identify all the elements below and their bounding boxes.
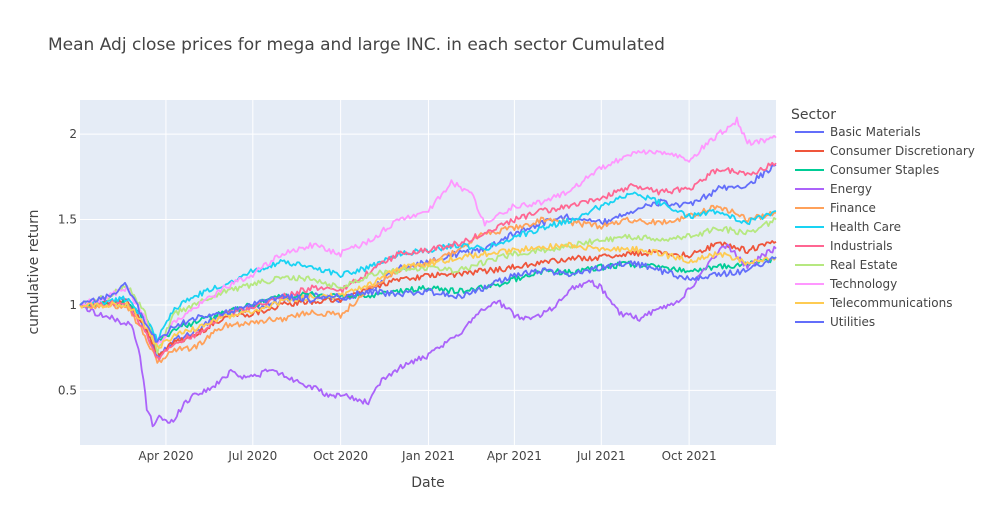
y-tick-label: 2 xyxy=(69,127,77,141)
legend-title: Sector xyxy=(791,107,836,123)
y-tick-label: 0.5 xyxy=(58,383,77,397)
x-axis-title: Date xyxy=(411,475,444,491)
series-line xyxy=(79,161,777,361)
legend-label[interactable]: Consumer Discretionary xyxy=(830,144,975,158)
chart-title: Mean Adj close prices for mega and large… xyxy=(48,35,665,55)
legend-label[interactable]: Technology xyxy=(829,277,897,291)
series-line xyxy=(79,241,777,349)
x-tick-label: Apr 2021 xyxy=(487,449,542,463)
x-tick-label: Jul 2021 xyxy=(576,449,626,463)
y-tick-label: 1 xyxy=(69,298,77,312)
series-line xyxy=(79,240,777,356)
legend-label[interactable]: Real Estate xyxy=(830,258,898,272)
legend-label[interactable]: Industrials xyxy=(830,239,893,253)
series-line xyxy=(79,243,777,428)
series-lines xyxy=(79,116,777,428)
legend-label[interactable]: Telecommunications xyxy=(829,296,952,310)
legend-label[interactable]: Basic Materials xyxy=(830,125,921,139)
y-tick-labels: 0.5 1 1.5 2 xyxy=(58,127,77,397)
x-tick-label: Jan 2021 xyxy=(401,449,455,463)
legend-label[interactable]: Utilities xyxy=(830,315,875,329)
legend-label[interactable]: Health Care xyxy=(830,220,901,234)
y-axis-title: cumulative return xyxy=(26,209,42,334)
x-tick-label: Oct 2020 xyxy=(313,449,368,463)
x-tick-label: Oct 2021 xyxy=(662,449,717,463)
legend-label[interactable]: Energy xyxy=(830,182,872,196)
x-tick-labels: Apr 2020 Jul 2020 Oct 2020 Jan 2021 Apr 2021… xyxy=(138,449,716,463)
series-line xyxy=(79,217,777,355)
series-line xyxy=(79,116,777,346)
series-line xyxy=(79,256,777,343)
x-tick-label: Jul 2020 xyxy=(227,449,277,463)
x-tick-label: Apr 2020 xyxy=(138,449,193,463)
legend-label[interactable]: Consumer Staples xyxy=(830,163,939,177)
legend-label[interactable]: Finance xyxy=(830,201,876,215)
y-tick-label: 1.5 xyxy=(58,213,77,227)
legend: Sector Basic Materials Consumer Discretio… xyxy=(791,107,975,329)
series-line xyxy=(79,191,777,343)
